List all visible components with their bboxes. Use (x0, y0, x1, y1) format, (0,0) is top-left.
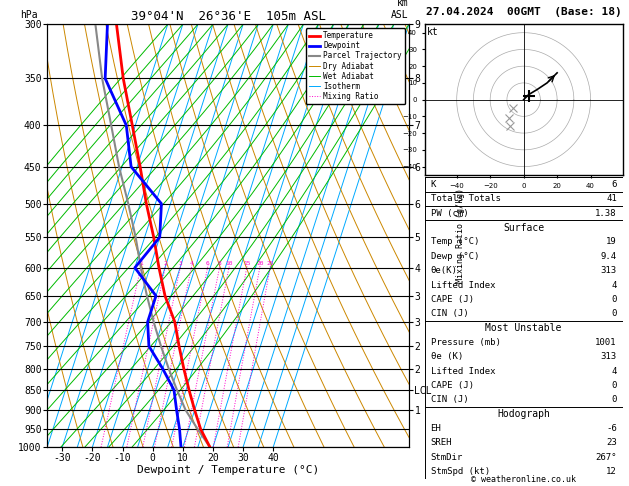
Text: 267°: 267° (595, 452, 617, 462)
Text: StmSpd (kt): StmSpd (kt) (430, 467, 489, 476)
Text: Lifted Index: Lifted Index (430, 366, 495, 376)
Text: Temp (°C): Temp (°C) (430, 238, 479, 246)
Text: 19: 19 (606, 238, 617, 246)
Text: CAPE (J): CAPE (J) (430, 381, 474, 390)
Title: 39°04'N  26°36'E  105m ASL: 39°04'N 26°36'E 105m ASL (130, 10, 326, 23)
Text: CAPE (J): CAPE (J) (430, 295, 474, 304)
Text: 3: 3 (179, 260, 182, 266)
Text: 0: 0 (611, 309, 617, 318)
Text: Totals Totals: Totals Totals (430, 194, 501, 204)
Text: Dewp (°C): Dewp (°C) (430, 252, 479, 261)
Text: kt: kt (426, 27, 438, 37)
Text: 2: 2 (164, 260, 167, 266)
Legend: Temperature, Dewpoint, Parcel Trajectory, Dry Adiabat, Wet Adiabat, Isotherm, Mi: Temperature, Dewpoint, Parcel Trajectory… (306, 28, 405, 104)
Text: CIN (J): CIN (J) (430, 309, 468, 318)
Text: 4: 4 (189, 260, 193, 266)
Text: © weatheronline.co.uk: © weatheronline.co.uk (471, 474, 576, 484)
Text: 9.4: 9.4 (601, 252, 617, 261)
Text: 6: 6 (611, 180, 617, 189)
Text: CIN (J): CIN (J) (430, 395, 468, 404)
Text: K: K (430, 180, 436, 189)
Text: PW (cm): PW (cm) (430, 209, 468, 218)
Text: θe(K): θe(K) (430, 266, 457, 275)
Text: 12: 12 (606, 467, 617, 476)
Text: 8: 8 (218, 260, 221, 266)
Text: 1.38: 1.38 (595, 209, 617, 218)
Text: 15: 15 (243, 260, 250, 266)
Text: km
ASL: km ASL (391, 0, 409, 20)
Text: Mixing Ratio (g/kg): Mixing Ratio (g/kg) (456, 188, 465, 283)
X-axis label: Dewpoint / Temperature (°C): Dewpoint / Temperature (°C) (137, 466, 319, 475)
Text: Hodograph: Hodograph (497, 409, 550, 419)
Text: SREH: SREH (430, 438, 452, 447)
Text: 1001: 1001 (595, 338, 617, 347)
Text: StmDir: StmDir (430, 452, 463, 462)
Text: Most Unstable: Most Unstable (486, 323, 562, 333)
Text: 6: 6 (206, 260, 209, 266)
Text: 0: 0 (611, 295, 617, 304)
Text: -6: -6 (606, 424, 617, 433)
Text: θe (K): θe (K) (430, 352, 463, 361)
Text: 23: 23 (606, 438, 617, 447)
Text: 27.04.2024  00GMT  (Base: 18): 27.04.2024 00GMT (Base: 18) (426, 7, 621, 17)
Text: Lifted Index: Lifted Index (430, 280, 495, 290)
Text: 20: 20 (256, 260, 264, 266)
Text: Surface: Surface (503, 223, 544, 233)
Text: EH: EH (430, 424, 442, 433)
Text: 10: 10 (225, 260, 233, 266)
Text: 313: 313 (601, 266, 617, 275)
Text: 0: 0 (611, 381, 617, 390)
Text: 41: 41 (606, 194, 617, 204)
Text: 25: 25 (266, 260, 274, 266)
Text: 313: 313 (601, 352, 617, 361)
Text: 4: 4 (611, 366, 617, 376)
Text: hPa: hPa (20, 10, 38, 20)
Text: Pressure (mb): Pressure (mb) (430, 338, 501, 347)
Text: 1: 1 (139, 260, 143, 266)
Text: 4: 4 (611, 280, 617, 290)
Text: 0: 0 (611, 395, 617, 404)
